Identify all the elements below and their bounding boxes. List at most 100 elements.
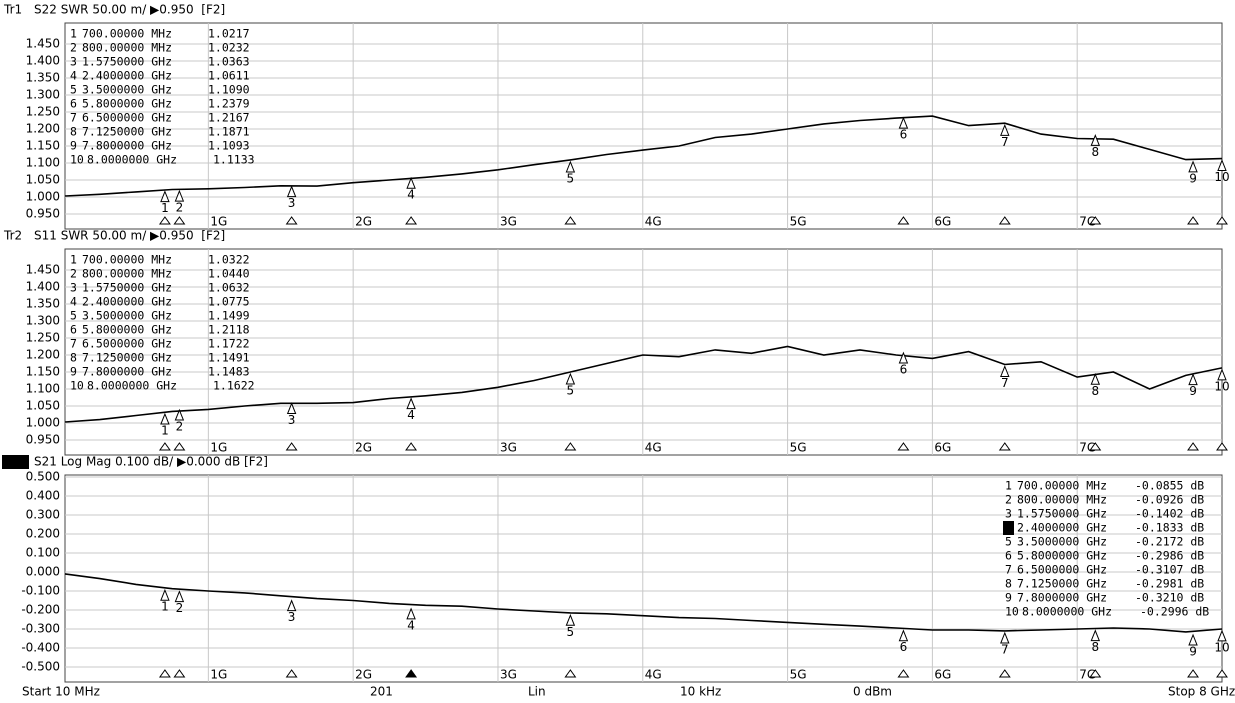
marker-triangle bbox=[406, 397, 416, 410]
marker-table-value: 1.0611 bbox=[208, 69, 250, 83]
marker-table-number: 5 bbox=[70, 309, 77, 323]
marker-table-number: 7 bbox=[1005, 563, 1012, 577]
marker-axis-triangle bbox=[1216, 216, 1228, 225]
marker-number: 8 bbox=[1091, 384, 1099, 398]
marker-axis-triangle bbox=[1187, 669, 1200, 678]
y-tick-label: 1.300 bbox=[26, 88, 60, 102]
x-tick-label: 6G bbox=[934, 215, 951, 229]
marker-table-number: 10 bbox=[1005, 605, 1019, 619]
marker-table-number: 8 bbox=[70, 351, 77, 365]
marker-table-value: 1.0322 bbox=[208, 253, 250, 267]
marker-number: 9 bbox=[1189, 384, 1197, 398]
x-tick-label: 4G bbox=[645, 668, 662, 682]
marker-table-number: 5 bbox=[70, 83, 77, 97]
marker-table-number: 1 bbox=[70, 253, 77, 267]
marker-axis-triangle bbox=[1216, 669, 1228, 678]
marker-table-frequency: 6.5000000 GHz bbox=[82, 337, 172, 351]
marker-triangle bbox=[174, 590, 185, 603]
marker-table-frequency: 700.00000 MHz bbox=[82, 253, 172, 267]
marker-table-value: 1.1090 bbox=[208, 83, 250, 97]
x-tick-label: 1G bbox=[210, 441, 227, 455]
marker-number: 5 bbox=[567, 171, 575, 185]
marker-table-number: 7 bbox=[70, 111, 77, 125]
marker-axis-triangle bbox=[1187, 442, 1200, 451]
x-tick-label: 2G bbox=[355, 441, 372, 455]
marker-number: 1 bbox=[161, 201, 169, 215]
marker-number: 6 bbox=[900, 128, 908, 142]
marker-axis-triangle bbox=[173, 442, 186, 451]
marker-number: 6 bbox=[900, 362, 908, 376]
marker-number: 8 bbox=[1091, 640, 1099, 654]
y-tick-label: 1.300 bbox=[26, 314, 60, 328]
status-item: Lin bbox=[528, 685, 546, 699]
marker-table-frequency: 1.5750000 GHz bbox=[1017, 507, 1107, 521]
marker-number: 1 bbox=[161, 424, 169, 438]
marker-table-number: 2 bbox=[70, 41, 77, 55]
y-tick-label: 1.100 bbox=[26, 156, 60, 170]
y-tick-label: 0.950 bbox=[26, 433, 60, 447]
y-tick-label: 1.450 bbox=[26, 263, 60, 277]
marker-table-number: 10 bbox=[70, 379, 84, 393]
marker-table-frequency: 7.1250000 GHz bbox=[1017, 577, 1107, 591]
marker-number: 4 bbox=[407, 618, 415, 632]
marker-number: 10 bbox=[1214, 640, 1229, 654]
marker-table-number: 9 bbox=[70, 365, 77, 379]
marker-axis-triangle bbox=[158, 216, 171, 225]
marker-table-frequency: 3.5000000 GHz bbox=[1017, 535, 1107, 549]
y-tick-label: 1.100 bbox=[26, 382, 60, 396]
x-tick-label: 5G bbox=[790, 441, 807, 455]
marker-triangle bbox=[1217, 629, 1227, 642]
marker-triangle bbox=[1217, 159, 1227, 171]
marker-table-number: 8 bbox=[70, 125, 77, 139]
marker-triangle bbox=[160, 588, 170, 601]
marker-axis-triangle bbox=[897, 669, 910, 678]
marker-table-number: 1 bbox=[70, 27, 77, 41]
marker-table-frequency: 5.8000000 GHz bbox=[82, 323, 172, 337]
marker-table-value: -0.2986 dB bbox=[1135, 549, 1204, 563]
marker-table-frequency: 5.8000000 GHz bbox=[1017, 549, 1107, 563]
marker-number: 6 bbox=[900, 640, 908, 654]
trace-header: S21 Log Mag 0.100 dB/ ▶0.000 dB [F2] bbox=[34, 455, 268, 469]
marker-table-value: 1.0632 bbox=[208, 281, 250, 295]
x-tick-label: 5G bbox=[790, 668, 807, 682]
trace-header: S22 SWR 50.00 m/ ▶0.950 [F2] bbox=[34, 3, 225, 17]
marker-number: 8 bbox=[1091, 145, 1099, 159]
marker-number: 2 bbox=[176, 201, 184, 215]
marker-axis-triangle bbox=[564, 442, 577, 451]
active-trace-box bbox=[2, 455, 29, 469]
status-item: Stop 8 GHz bbox=[1168, 685, 1235, 699]
marker-triangle bbox=[1000, 631, 1010, 644]
marker-table-value: 1.0440 bbox=[208, 267, 250, 281]
y-tick-label: 1.250 bbox=[26, 331, 60, 345]
trace-label: Tr3 bbox=[3, 455, 22, 469]
marker-number: 10 bbox=[1214, 379, 1229, 393]
marker-axis-triangle bbox=[285, 442, 298, 451]
marker-number: 1 bbox=[161, 600, 169, 614]
marker-table-number: 4 bbox=[70, 295, 77, 309]
marker-axis-triangle bbox=[405, 216, 418, 225]
trace-line bbox=[64, 345, 1223, 423]
marker-table-number: 6 bbox=[1005, 549, 1012, 563]
marker-axis-triangle bbox=[1216, 442, 1228, 451]
x-tick-label: 4G bbox=[645, 215, 662, 229]
marker-triangle bbox=[1090, 629, 1101, 642]
marker-axis-triangle bbox=[405, 442, 418, 451]
marker-triangle bbox=[286, 599, 297, 612]
marker-axis-triangle bbox=[158, 442, 171, 451]
marker-table-frequency: 7.1250000 GHz bbox=[82, 351, 172, 365]
trace-label: Tr2 bbox=[3, 229, 22, 243]
marker-table-value: 1.1499 bbox=[208, 309, 250, 323]
y-tick-label: 1.050 bbox=[26, 173, 60, 187]
y-tick-label: 0.100 bbox=[26, 546, 60, 560]
marker-table-frequency: 7.8000000 GHz bbox=[82, 139, 172, 153]
marker-axis-triangle bbox=[1089, 442, 1102, 451]
y-tick-label: 1.200 bbox=[26, 122, 60, 136]
marker-table-number: 2 bbox=[70, 267, 77, 281]
marker-axis-triangle bbox=[173, 669, 186, 678]
marker-table-frequency: 2.4000000 GHz bbox=[82, 69, 172, 83]
y-tick-label: 1.350 bbox=[26, 297, 60, 311]
marker-number: 4 bbox=[407, 408, 415, 422]
marker-number: 9 bbox=[1189, 171, 1197, 185]
marker-table-value: 1.1491 bbox=[208, 351, 250, 365]
